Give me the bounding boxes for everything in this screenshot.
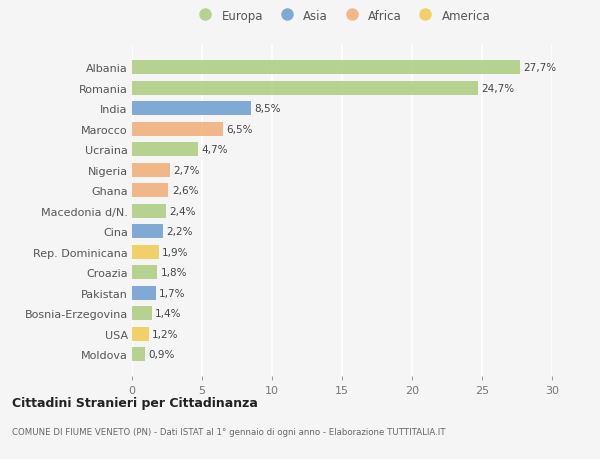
Bar xyxy=(132,327,149,341)
Text: Cittadini Stranieri per Cittadinanza: Cittadini Stranieri per Cittadinanza xyxy=(12,396,258,409)
Text: 27,7%: 27,7% xyxy=(523,63,556,73)
Bar xyxy=(132,122,223,136)
Bar xyxy=(132,163,170,177)
Bar xyxy=(132,184,169,198)
Bar xyxy=(132,245,158,259)
Bar xyxy=(132,307,152,320)
Bar xyxy=(132,266,157,280)
Text: 1,9%: 1,9% xyxy=(162,247,188,257)
Bar xyxy=(132,204,166,218)
Text: 24,7%: 24,7% xyxy=(481,84,514,93)
Bar xyxy=(132,102,251,116)
Text: 1,7%: 1,7% xyxy=(160,288,186,298)
Bar xyxy=(132,224,163,239)
Bar xyxy=(132,143,198,157)
Text: 1,8%: 1,8% xyxy=(161,268,187,278)
Text: 2,2%: 2,2% xyxy=(166,227,193,236)
Text: 1,2%: 1,2% xyxy=(152,329,179,339)
Bar xyxy=(132,61,520,75)
Bar xyxy=(132,81,478,95)
Text: 0,9%: 0,9% xyxy=(148,349,175,359)
Text: 2,7%: 2,7% xyxy=(173,165,200,175)
Bar xyxy=(132,286,156,300)
Text: 1,4%: 1,4% xyxy=(155,308,182,319)
Text: 6,5%: 6,5% xyxy=(227,124,253,134)
Text: 4,7%: 4,7% xyxy=(202,145,228,155)
Bar xyxy=(132,347,145,361)
Legend: Europa, Asia, Africa, America: Europa, Asia, Africa, America xyxy=(191,7,493,25)
Text: COMUNE DI FIUME VENETO (PN) - Dati ISTAT al 1° gennaio di ogni anno - Elaborazio: COMUNE DI FIUME VENETO (PN) - Dati ISTAT… xyxy=(12,427,445,436)
Text: 8,5%: 8,5% xyxy=(254,104,281,114)
Text: 2,4%: 2,4% xyxy=(169,206,196,216)
Text: 2,6%: 2,6% xyxy=(172,186,199,196)
